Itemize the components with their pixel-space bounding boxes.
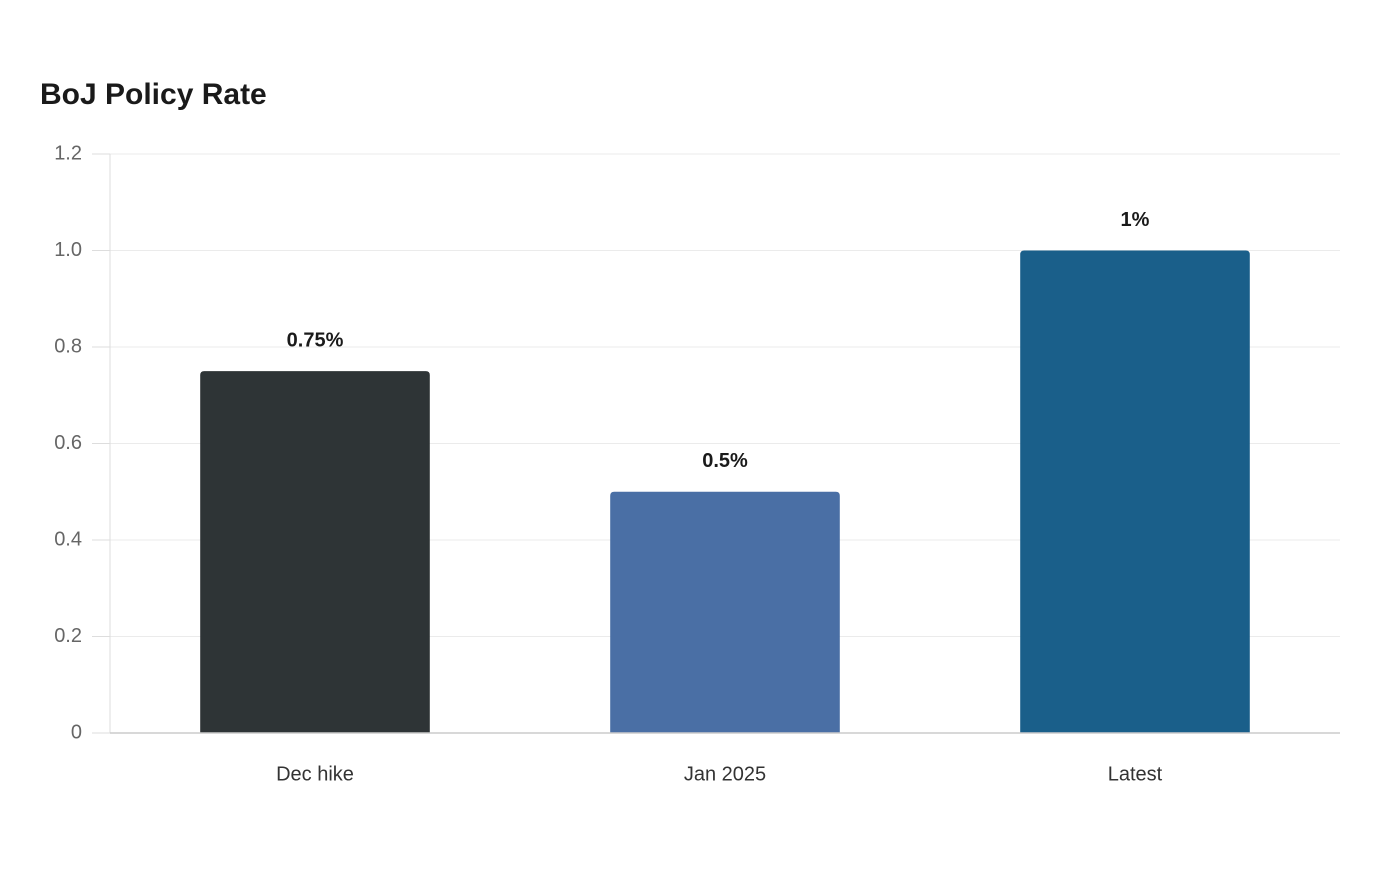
bar [200,371,430,733]
y-tick-label: 1.0 [54,239,82,261]
x-tick-label: Dec hike [276,763,354,785]
value-label: 0.5% [702,450,748,472]
value-label: 1% [1121,209,1150,231]
x-tick-label: Latest [1108,763,1163,785]
y-tick-label: 0.6 [54,432,82,454]
y-tick-label: 1.2 [54,142,82,164]
chart-title: BoJ Policy Rate [40,78,267,111]
value-label: 0.75% [287,329,344,351]
y-tick-label: 0.2 [54,625,82,647]
bar [610,491,840,733]
y-tick-label: 0.4 [54,528,82,550]
y-tick-label: 0 [71,721,82,743]
x-tick-label: Jan 2025 [684,763,766,785]
y-tick-label: 0.8 [54,335,82,357]
bar [1020,250,1250,733]
